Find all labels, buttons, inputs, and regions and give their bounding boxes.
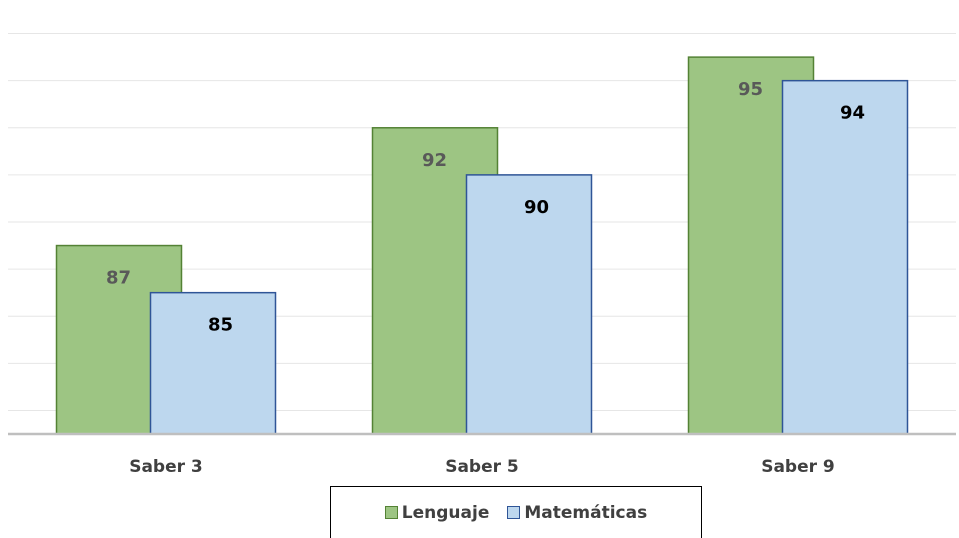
legend-swatch-lenguaje [384,506,398,519]
bar-matematicas-3 [781,79,909,435]
legend-item-matematicas: Matemáticas [507,503,647,523]
data-label-matematicas-1: 85 [208,315,233,336]
data-label-lenguaje-3: 95 [738,79,763,100]
legend-swatch-matematicas [507,506,521,519]
x-axis-tick-labels: Saber 3 Saber 5 Saber 9 [129,457,835,477]
legend-label-matematicas: Matemáticas [524,502,648,523]
legend: Lenguaje Matemáticas [330,486,702,538]
data-label-lenguaje-1: 87 [106,268,131,289]
legend-item-lenguaje: Lenguaje [384,502,490,523]
data-label-lenguaje-2: 92 [422,150,447,171]
data-label-matematicas-3: 94 [840,103,865,124]
category-label-3: Saber 9 [761,457,835,477]
data-labels: 87 85 92 90 95 94 [106,79,865,336]
category-label-1: Saber 3 [129,457,203,477]
bars [55,56,909,435]
data-label-matematicas-2: 90 [524,197,549,218]
category-label-2: Saber 5 [445,457,519,477]
legend-label-lenguaje: Lenguaje [401,502,490,523]
